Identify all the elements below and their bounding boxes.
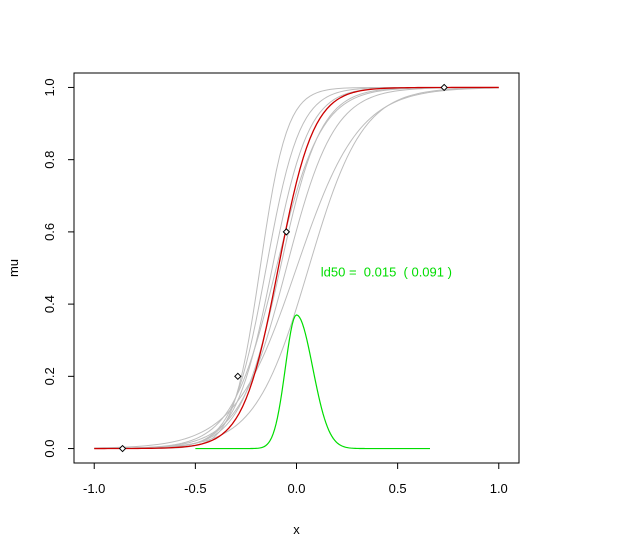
x-tick-label: 0.0 — [287, 481, 305, 496]
ld50-density-curve — [195, 314, 430, 450]
observed-point-1 — [118, 444, 127, 453]
observed-point-4 — [440, 83, 448, 92]
x-tick-label: -1.0 — [83, 481, 105, 496]
x-axis-label: x — [293, 522, 300, 537]
sample-curve-1 — [94, 87, 499, 449]
x-tick-label: 1.0 — [490, 481, 508, 496]
mean-fitted-curve — [94, 86, 499, 450]
sample-curve-8 — [94, 86, 499, 449]
y-tick-label: 0.0 — [42, 440, 57, 458]
ld50-annotation: ld50 = 0.015 ( 0.091 ) — [321, 265, 452, 280]
x-tick-label: -0.5 — [184, 481, 206, 496]
y-tick-label: 0.6 — [42, 223, 57, 241]
y-tick-label: 1.0 — [42, 78, 57, 96]
plot-area — [94, 83, 499, 453]
y-tick-label: 0.2 — [42, 367, 57, 385]
y-tick-label: 0.8 — [42, 151, 57, 169]
y-axis-label: mu — [6, 259, 21, 277]
observed-point-3 — [282, 228, 291, 236]
x-tick-label: 0.5 — [389, 481, 407, 496]
y-tick-label: 0.4 — [42, 295, 57, 313]
axes: -1.0 -0.5 0.0 0.5 1.0 0.0 0.2 0.4 0.6 0.8 1.0 — [42, 72, 520, 496]
observed-point-2 — [234, 372, 242, 381]
